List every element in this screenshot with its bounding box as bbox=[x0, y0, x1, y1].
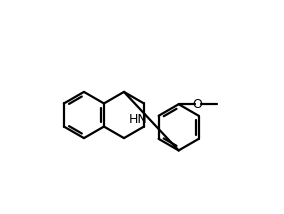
Text: HN: HN bbox=[129, 113, 148, 126]
Text: O: O bbox=[193, 98, 202, 111]
